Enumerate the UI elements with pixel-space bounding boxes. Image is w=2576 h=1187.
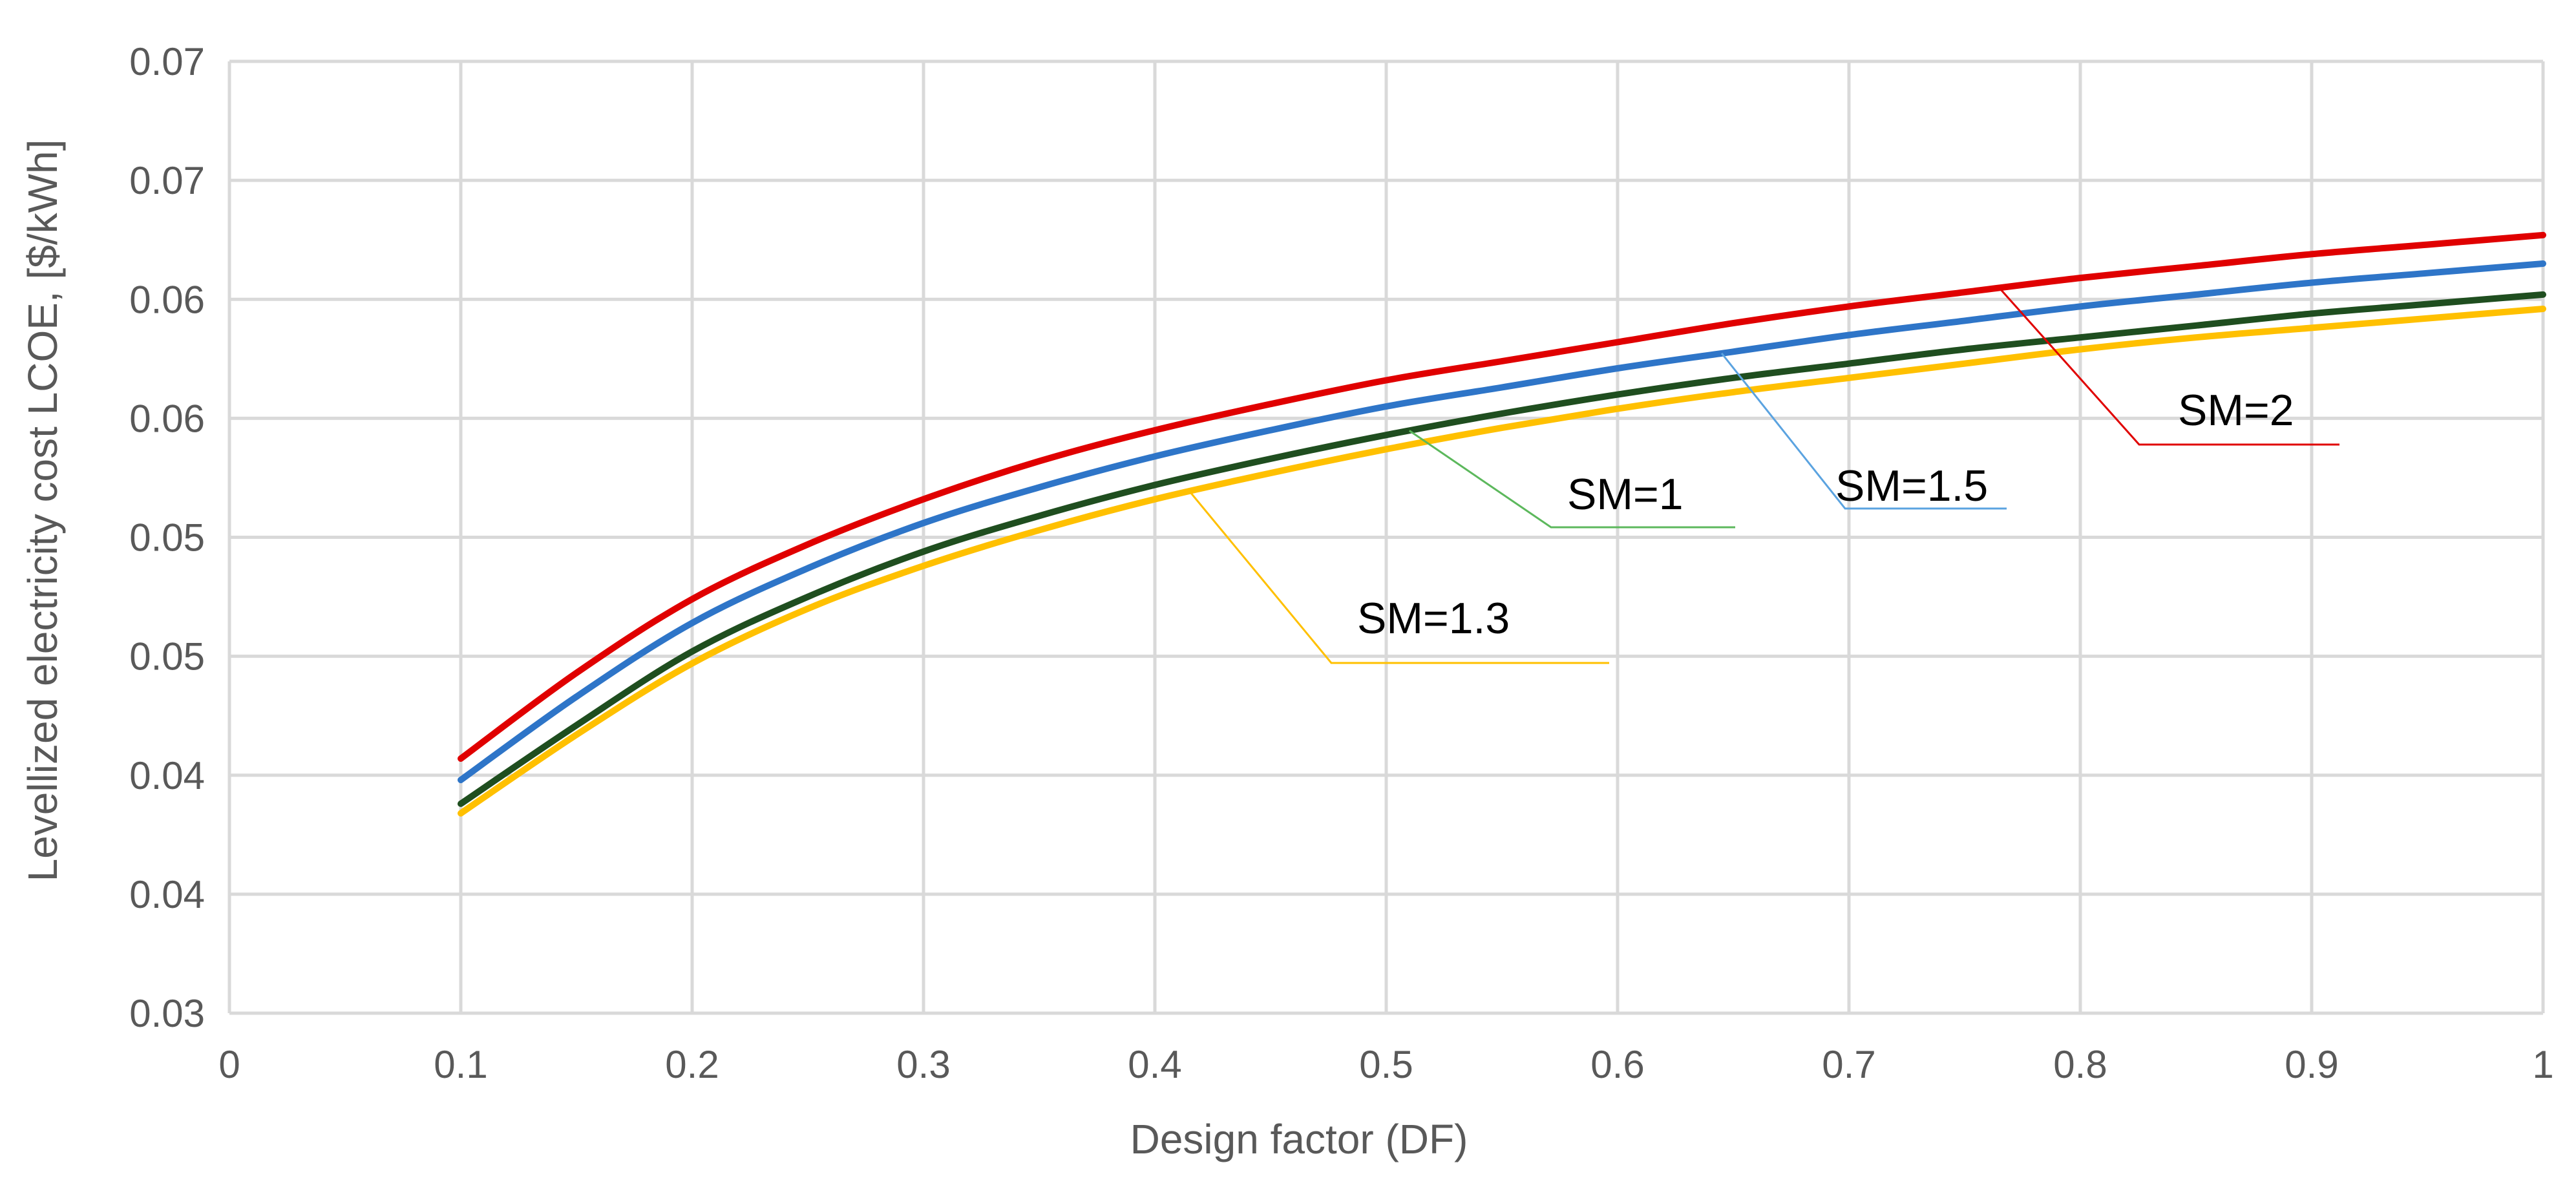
series-line-sm-1 <box>458 291 2546 807</box>
annotation-label-sm-2: SM=2 <box>2178 386 2294 435</box>
x-tick-label: 1 <box>2532 1043 2553 1086</box>
annotation-leader-sm-1-3 <box>1188 490 1609 664</box>
series-annotations: SM=2 SM=1.5 SM=1 SM=1.3 <box>1188 287 2339 664</box>
y-axis-ticks: 0.03 0.04 0.04 0.05 0.05 0.06 0.06 0.07 0.07 <box>129 40 205 1035</box>
annotation-label-sm-1: SM=1 <box>1567 470 1684 519</box>
y-tick-label: 0.06 <box>129 397 205 440</box>
x-tick-label: 0.2 <box>665 1043 719 1086</box>
x-axis-ticks: 0 0.1 0.2 0.3 0.4 0.5 0.6 0.7 0.8 0.9 1 <box>218 1043 2553 1086</box>
x-tick-label: 0.9 <box>2285 1043 2338 1086</box>
y-axis-title: Levellized electricity cost LCOE, [$/kWh… <box>19 140 66 882</box>
y-tick-label: 0.05 <box>129 635 205 678</box>
series-line-sm-1-5 <box>458 260 2546 784</box>
y-tick-label: 0.03 <box>129 992 205 1035</box>
x-axis-title: Design factor (DF) <box>1130 1116 1468 1162</box>
x-tick-label: 0.7 <box>1822 1043 1875 1086</box>
y-tick-label: 0.07 <box>129 159 205 202</box>
x-tick-label: 0.3 <box>896 1043 950 1086</box>
y-tick-label: 0.07 <box>129 40 205 83</box>
x-tick-label: 0 <box>218 1043 240 1086</box>
annotation-leader-sm-2 <box>1998 287 2339 446</box>
annotation-label-sm-1-3: SM=1.3 <box>1357 594 1510 643</box>
gridlines <box>227 59 2545 1015</box>
annotation-label-sm-1-5: SM=1.5 <box>1835 461 1988 510</box>
y-tick-label: 0.06 <box>129 278 205 321</box>
y-tick-label: 0.04 <box>129 873 205 916</box>
y-tick-label: 0.05 <box>129 516 205 560</box>
x-tick-label: 0.8 <box>2053 1043 2107 1086</box>
annotation-leader-sm-1 <box>1408 430 1735 529</box>
x-tick-label: 0.6 <box>1590 1043 1644 1086</box>
series-line-sm-2 <box>458 231 2546 762</box>
x-tick-label: 0.5 <box>1359 1043 1413 1086</box>
annotation-leader-sm-1-5 <box>1720 352 2007 510</box>
y-tick-label: 0.04 <box>129 754 205 797</box>
x-tick-label: 0.4 <box>1128 1043 1181 1086</box>
x-tick-label: 0.1 <box>434 1043 487 1086</box>
series-line-sm-1-3 <box>458 306 2546 817</box>
series-lines <box>458 231 2546 817</box>
